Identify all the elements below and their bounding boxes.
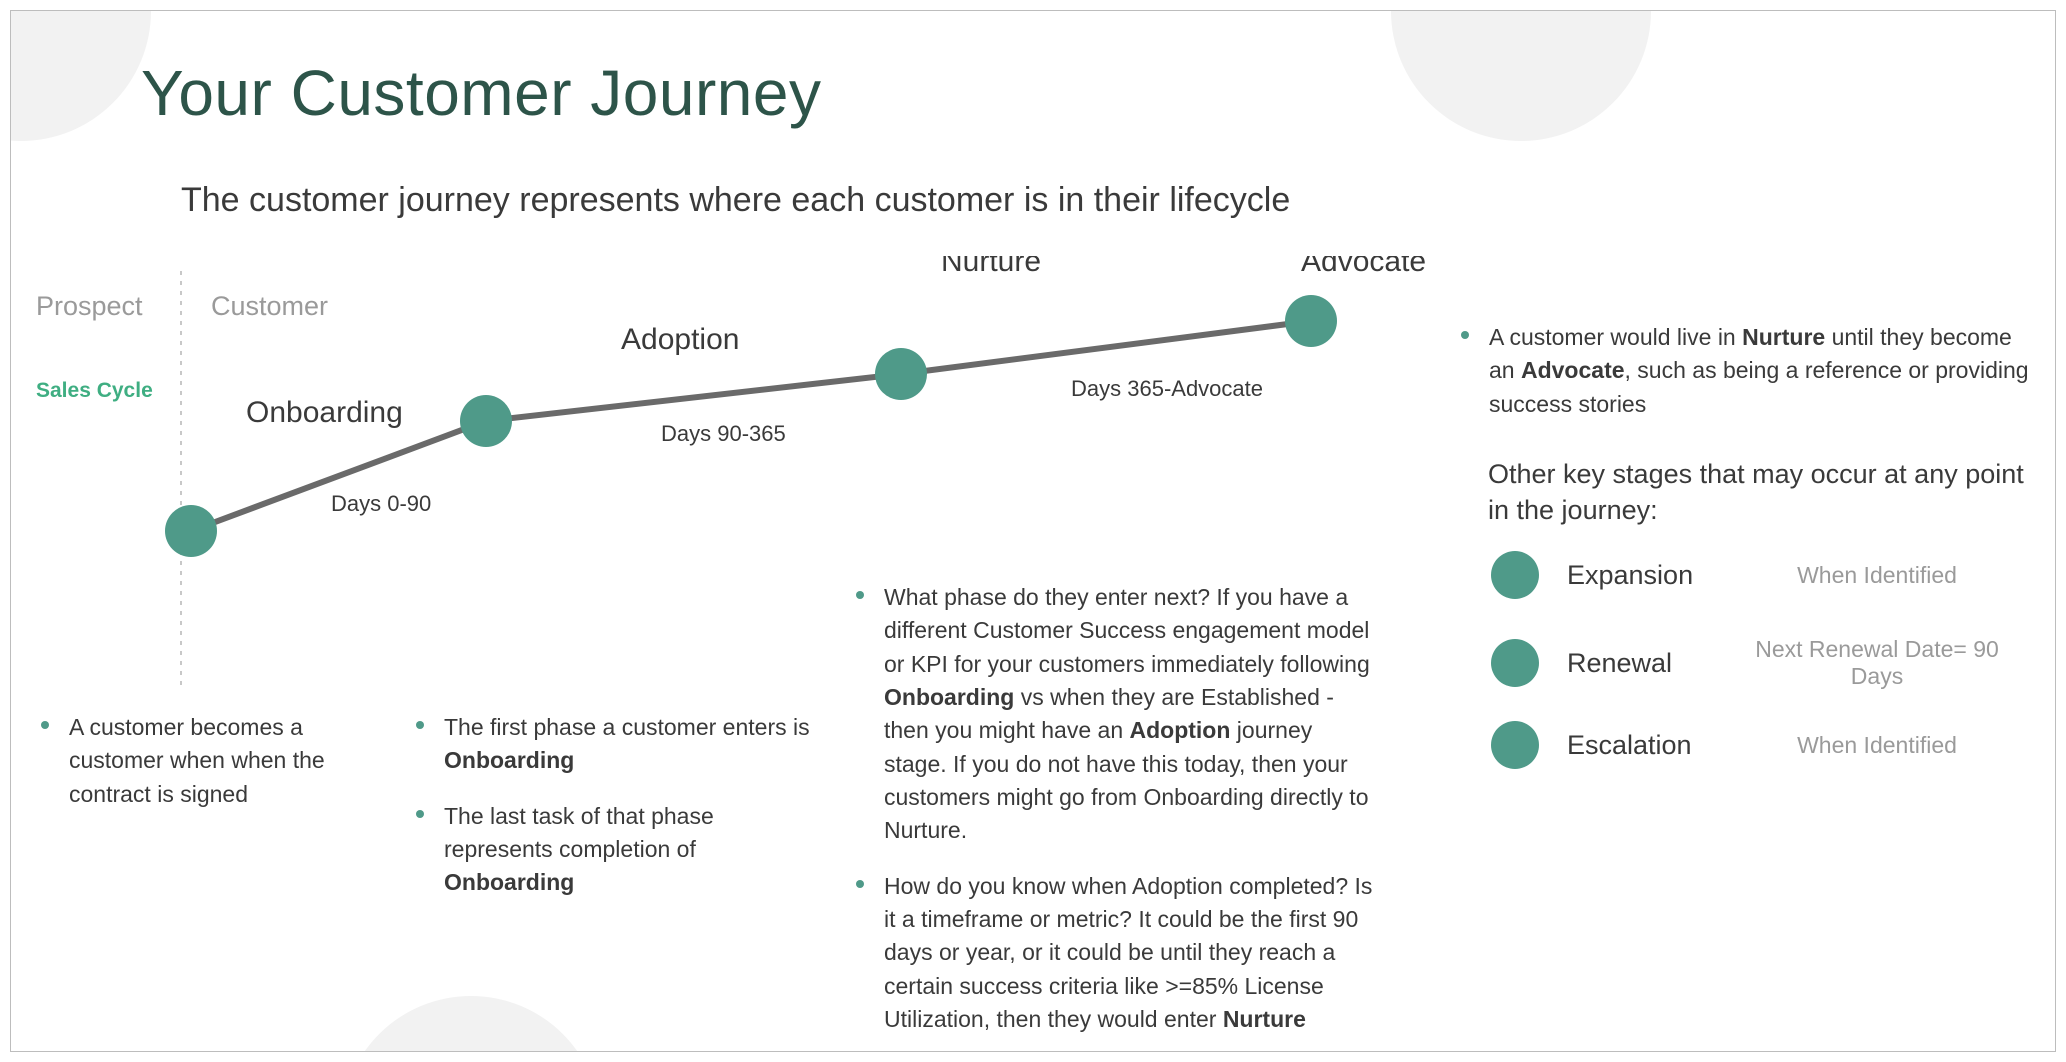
journey-stage-label: Advocate	[1301, 256, 1426, 278]
bullet-item: How do you know when Adoption completed?…	[856, 870, 1376, 1037]
key-stage-label: Escalation	[1567, 730, 1747, 761]
key-stage-row: RenewalNext Renewal Date= 90 Days	[1491, 636, 2031, 690]
page-title: Your Customer Journey	[141, 56, 821, 130]
key-stage-dot-icon	[1491, 639, 1539, 687]
page-subtitle: The customer journey represents where ea…	[181, 181, 1290, 220]
bullet-item: A customer becomes a customer when when …	[41, 711, 371, 811]
journey-stage-label: Onboarding	[246, 396, 403, 429]
journey-node	[875, 348, 927, 400]
label-prospect: Prospect	[36, 291, 143, 322]
key-stage-when: When Identified	[1747, 562, 2007, 589]
key-stage-row: ExpansionWhen Identified	[1491, 551, 2031, 599]
bg-circle-top-right	[1391, 10, 1651, 141]
key-stage-when: When Identified	[1747, 732, 2007, 759]
bg-circle-bottom	[341, 996, 601, 1052]
slide: Your Customer Journey The customer journ…	[10, 10, 2056, 1052]
bullet-item: A customer would live in Nurture until t…	[1461, 321, 2031, 421]
bullet-item: What phase do they enter next? If you ha…	[856, 581, 1376, 848]
journey-stage-sublabel: Days 90-365	[661, 421, 786, 446]
journey-stage-label: Nurture	[941, 256, 1041, 278]
key-stage-row: EscalationWhen Identified	[1491, 721, 2031, 769]
journey-node	[1285, 295, 1337, 347]
journey-stage-sublabel: Days 365-Advocate	[1071, 376, 1263, 401]
bullet-item: The last task of that phase represents c…	[416, 800, 816, 900]
bullets-col1: A customer becomes a customer when when …	[41, 711, 371, 833]
key-stages-heading: Other key stages that may occur at any p…	[1488, 456, 2028, 529]
key-stage-label: Renewal	[1567, 648, 1747, 679]
bg-circle-top-left	[10, 10, 151, 141]
key-stage-when: Next Renewal Date= 90 Days	[1747, 636, 2007, 690]
journey-node	[165, 505, 217, 557]
journey-stage-sublabel: Days 0-90	[331, 491, 431, 516]
bullets-col3: What phase do they enter next? If you ha…	[856, 581, 1376, 1052]
bullets-col2: The first phase a customer enters is Onb…	[416, 711, 816, 922]
bullets-right: A customer would live in Nurture until t…	[1461, 321, 2031, 443]
journey-stage-label: Adoption	[621, 323, 739, 356]
key-stage-label: Expansion	[1567, 560, 1747, 591]
bullet-item: The first phase a customer enters is Onb…	[416, 711, 816, 778]
journey-node	[460, 395, 512, 447]
key-stage-dot-icon	[1491, 721, 1539, 769]
key-stage-dot-icon	[1491, 551, 1539, 599]
